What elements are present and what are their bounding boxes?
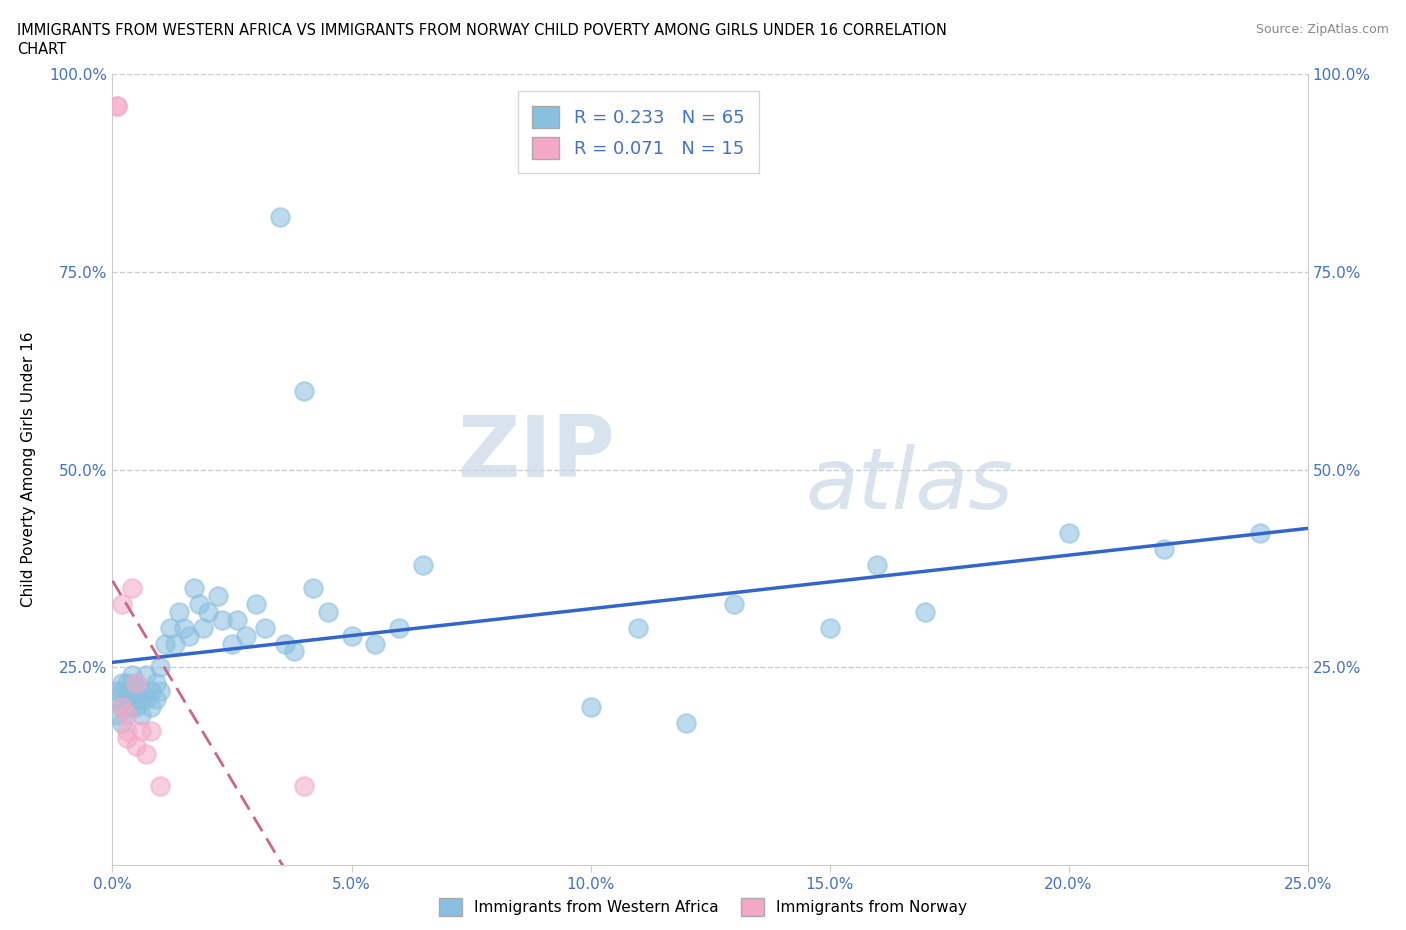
Point: [153, 636, 176, 651]
Text: CHART: CHART: [17, 42, 66, 57]
Point: [340, 629, 363, 644]
Point: [129, 684, 152, 698]
Point: [245, 597, 267, 612]
Point: [183, 580, 205, 596]
Point: [412, 557, 434, 572]
Point: [135, 747, 157, 762]
Point: [149, 684, 172, 698]
Point: [145, 675, 167, 690]
Point: [115, 724, 138, 738]
Y-axis label: Child Poverty Among Girls Under 16: Child Poverty Among Girls Under 16: [21, 332, 35, 607]
Point: [105, 692, 128, 707]
Point: [125, 699, 148, 714]
Point: [129, 692, 152, 707]
Point: [125, 684, 148, 698]
Point: [159, 620, 181, 635]
Point: [125, 675, 148, 690]
Point: [115, 675, 138, 690]
Point: [139, 684, 162, 698]
Point: [193, 620, 215, 635]
Point: [221, 636, 243, 651]
Point: [866, 557, 889, 572]
Point: [579, 699, 602, 714]
Point: [269, 209, 291, 224]
Legend: Immigrants from Western Africa, Immigrants from Norway: Immigrants from Western Africa, Immigran…: [433, 892, 973, 923]
Point: [115, 731, 138, 746]
Point: [139, 699, 162, 714]
Point: [197, 604, 219, 619]
Point: [163, 636, 186, 651]
Point: [115, 699, 138, 714]
Point: [129, 707, 152, 722]
Point: [111, 597, 134, 612]
Point: [388, 620, 411, 635]
Point: [105, 99, 128, 113]
Point: [105, 707, 128, 722]
Point: [292, 383, 315, 398]
Point: [187, 597, 209, 612]
Point: [675, 715, 697, 730]
Point: [121, 692, 143, 707]
Point: [818, 620, 841, 635]
Point: [105, 99, 128, 113]
Text: ZIP: ZIP: [457, 412, 614, 496]
Point: [364, 636, 387, 651]
Point: [111, 699, 134, 714]
Point: [914, 604, 936, 619]
Point: [145, 692, 167, 707]
Point: [627, 620, 650, 635]
Point: [173, 620, 195, 635]
Point: [149, 660, 172, 675]
Point: [121, 668, 143, 683]
Point: [292, 778, 315, 793]
Point: [135, 668, 157, 683]
Point: [111, 699, 134, 714]
Point: [302, 580, 325, 596]
Point: [283, 644, 305, 658]
Point: [111, 684, 134, 698]
Legend: R = 0.233   N = 65, R = 0.071   N = 15: R = 0.233 N = 65, R = 0.071 N = 15: [517, 91, 759, 173]
Point: [235, 629, 257, 644]
Point: [121, 699, 143, 714]
Point: [211, 613, 233, 628]
Point: [169, 604, 191, 619]
Text: atlas: atlas: [806, 444, 1014, 527]
Point: [125, 675, 148, 690]
Point: [129, 724, 152, 738]
Point: [316, 604, 339, 619]
Point: [115, 707, 138, 722]
Point: [115, 692, 138, 707]
Point: [177, 629, 200, 644]
Point: [273, 636, 295, 651]
Point: [105, 684, 128, 698]
Point: [115, 684, 138, 698]
Point: [1153, 541, 1175, 556]
Point: [111, 675, 134, 690]
Point: [149, 778, 172, 793]
Text: Source: ZipAtlas.com: Source: ZipAtlas.com: [1256, 23, 1389, 36]
Point: [207, 589, 229, 604]
Text: IMMIGRANTS FROM WESTERN AFRICA VS IMMIGRANTS FROM NORWAY CHILD POVERTY AMONG GIR: IMMIGRANTS FROM WESTERN AFRICA VS IMMIGR…: [17, 23, 946, 38]
Point: [121, 580, 143, 596]
Point: [111, 715, 134, 730]
Point: [1057, 525, 1080, 540]
Point: [723, 597, 745, 612]
Point: [1249, 525, 1271, 540]
Point: [225, 613, 247, 628]
Point: [125, 738, 148, 753]
Point: [135, 692, 157, 707]
Point: [139, 724, 162, 738]
Point: [254, 620, 277, 635]
